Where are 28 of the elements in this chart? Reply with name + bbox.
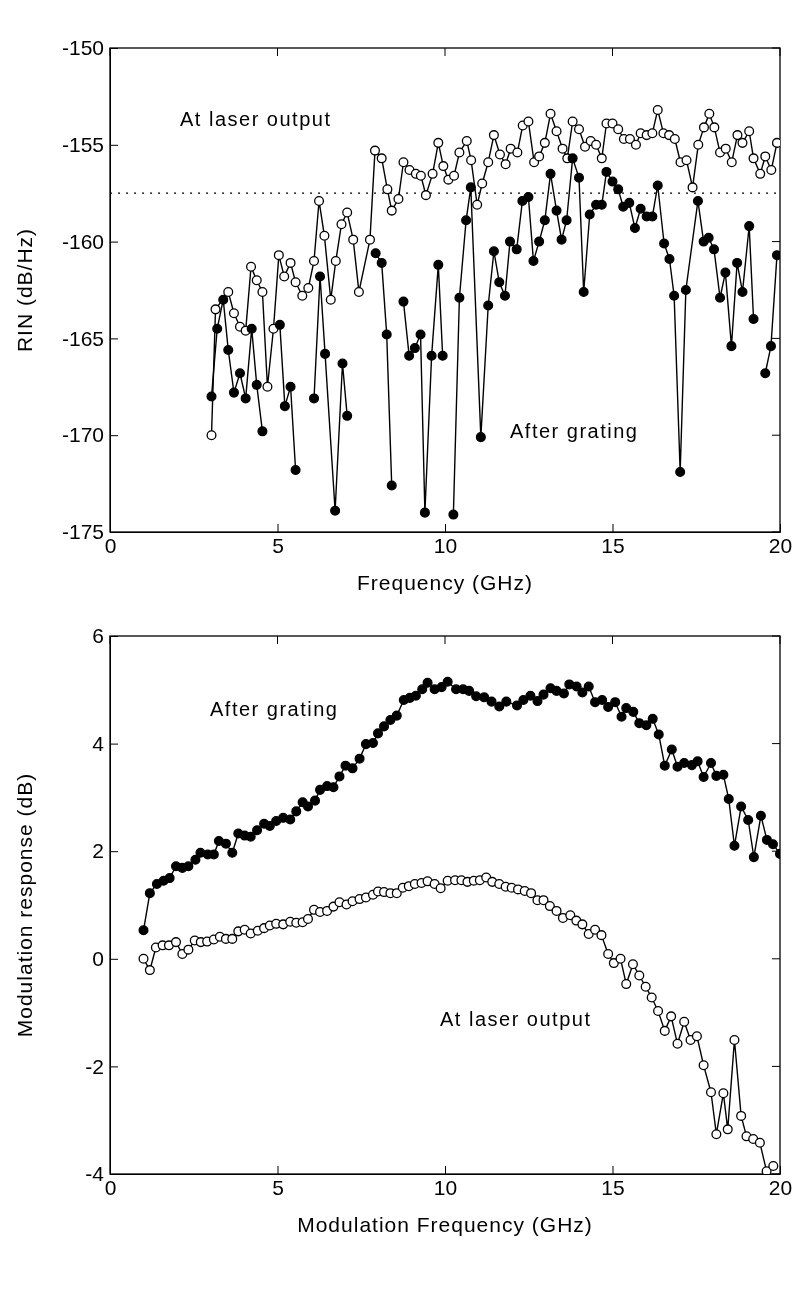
y-tick-label: -150: [61, 36, 104, 60]
x-tick-label: 10: [433, 533, 458, 557]
y-tick-label: -155: [61, 133, 104, 157]
y-axis-title: RIN (dB/Hz): [13, 227, 36, 353]
y-tick-label: 4: [92, 731, 105, 755]
series-label: After grating: [210, 698, 339, 720]
y-tick-label: -165: [61, 326, 104, 350]
x-tick-label: 20: [768, 1175, 793, 1199]
y-tick-label: -4: [85, 1162, 105, 1186]
series-label: After grating: [510, 420, 639, 442]
x-tick-label: 15: [601, 533, 625, 557]
series-label: At laser output: [440, 1008, 592, 1030]
y-tick-label: 2: [92, 839, 104, 863]
x-tick-label: 10: [433, 1175, 458, 1199]
x-tick-label: 5: [272, 1175, 284, 1199]
x-axis-title: Frequency (GHz): [356, 571, 534, 594]
y-tick-label: -170: [61, 423, 104, 447]
x-axis-title: Modulation Frequency (GHz): [297, 1213, 593, 1236]
y-tick-label: -2: [85, 1054, 104, 1078]
x-tick-label: 20: [768, 533, 793, 557]
y-tick-label: -175: [61, 520, 104, 544]
y-tick-label: -160: [61, 229, 104, 253]
x-tick-label: 5: [272, 533, 284, 557]
x-tick-label: 15: [601, 1175, 625, 1199]
y-tick-label: 6: [92, 624, 104, 648]
y-axis-title: Modulation response (dB): [13, 772, 36, 1038]
text: At laser output: [180, 108, 332, 130]
y-tick-label: 0: [92, 947, 104, 971]
